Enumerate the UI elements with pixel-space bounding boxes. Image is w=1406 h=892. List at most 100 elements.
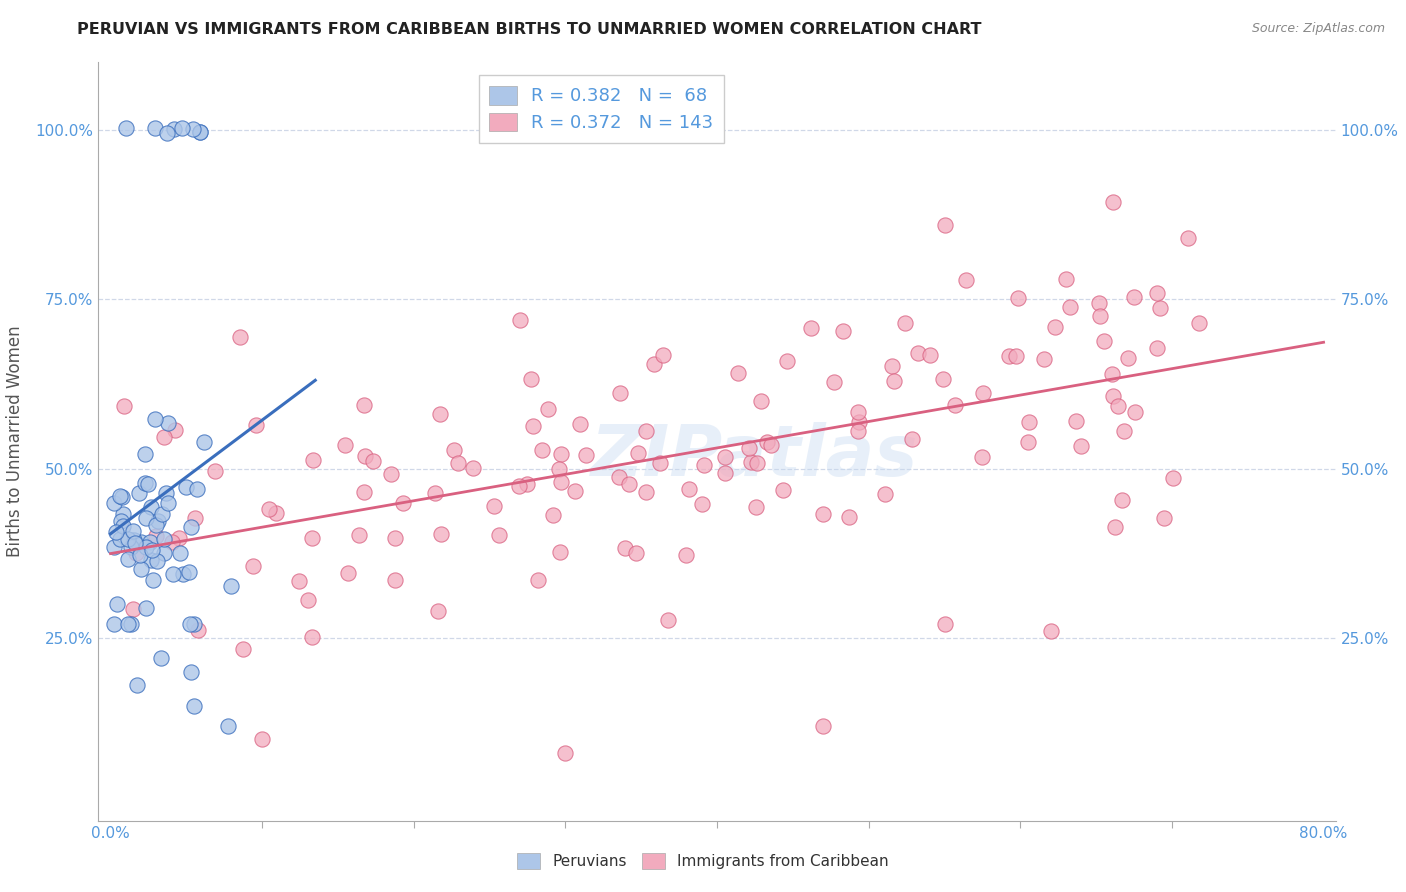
Point [934, 218, 956, 232]
Point [1177, 231, 1199, 245]
Y-axis label: Births to Unmarried Women: Births to Unmarried Women [7, 326, 24, 558]
Point [150, 507, 173, 521]
Point [998, 349, 1021, 363]
Point [177, 565, 200, 579]
Point [955, 273, 977, 287]
Point [564, 483, 586, 498]
Point [543, 508, 565, 522]
Point [488, 527, 510, 541]
Point [139, 553, 162, 567]
Point [163, 423, 186, 437]
Point [302, 453, 325, 467]
Point [264, 507, 287, 521]
Point [117, 552, 139, 566]
Point [104, 524, 127, 539]
Point [193, 435, 215, 450]
Point [823, 375, 845, 389]
Point [617, 477, 640, 491]
Point [447, 456, 470, 470]
Point [380, 467, 402, 482]
Point [112, 399, 135, 413]
Point [714, 466, 737, 480]
Point [146, 554, 169, 568]
Point [554, 746, 576, 760]
Point [183, 617, 205, 632]
Point [250, 732, 273, 747]
Point [105, 597, 128, 611]
Point [169, 547, 191, 561]
Point [1187, 316, 1209, 330]
Point [776, 354, 799, 368]
Point [156, 496, 179, 510]
Point [568, 417, 591, 431]
Point [918, 348, 941, 362]
Point [772, 483, 794, 497]
Point [257, 501, 280, 516]
Point [301, 630, 323, 644]
Point [353, 484, 375, 499]
Point [124, 536, 146, 550]
Point [749, 393, 772, 408]
Point [129, 534, 152, 549]
Point [333, 438, 356, 452]
Point [176, 480, 198, 494]
Point [146, 514, 169, 528]
Point [187, 623, 209, 637]
Point [392, 496, 415, 510]
Point [110, 489, 132, 503]
Point [738, 441, 761, 455]
Legend: Peruvians, Immigrants from Caribbean: Peruvians, Immigrants from Caribbean [510, 847, 896, 875]
Point [675, 549, 697, 563]
Point [522, 418, 544, 433]
Point [636, 485, 658, 500]
Point [1054, 272, 1077, 286]
Point [179, 617, 201, 632]
Point [429, 408, 451, 422]
Point [1114, 424, 1136, 438]
Point [1161, 471, 1184, 485]
Point [648, 456, 671, 470]
Point [181, 121, 204, 136]
Point [848, 415, 870, 429]
Point [550, 447, 572, 461]
Point [219, 579, 242, 593]
Point [882, 359, 904, 373]
Point [520, 371, 543, 385]
Legend: R = 0.382   N =  68, R = 0.372   N = 143: R = 0.382 N = 68, R = 0.372 N = 143 [478, 75, 724, 143]
Point [430, 527, 453, 541]
Point [970, 450, 993, 465]
Point [1059, 300, 1081, 314]
Point [1092, 334, 1115, 349]
Point [128, 486, 150, 500]
Point [547, 462, 569, 476]
Point [423, 485, 446, 500]
Point [111, 490, 134, 504]
Point [110, 515, 132, 529]
Point [287, 574, 309, 588]
Point [846, 424, 869, 438]
Point [354, 449, 377, 463]
Point [550, 475, 572, 489]
Point [1070, 439, 1092, 453]
Point [609, 385, 631, 400]
Point [245, 418, 267, 433]
Point [1101, 367, 1123, 381]
Point [120, 540, 142, 554]
Point [180, 519, 202, 533]
Point [509, 312, 531, 326]
Point [972, 386, 994, 401]
Point [1104, 520, 1126, 534]
Point [1032, 352, 1054, 367]
Point [624, 546, 647, 560]
Point [1101, 194, 1123, 209]
Point [756, 434, 779, 449]
Point [634, 424, 657, 438]
Point [153, 546, 176, 560]
Point [138, 535, 160, 549]
Point [1116, 351, 1139, 365]
Point [217, 719, 239, 733]
Point [548, 545, 571, 559]
Point [894, 316, 917, 330]
Point [172, 567, 194, 582]
Point [934, 617, 956, 632]
